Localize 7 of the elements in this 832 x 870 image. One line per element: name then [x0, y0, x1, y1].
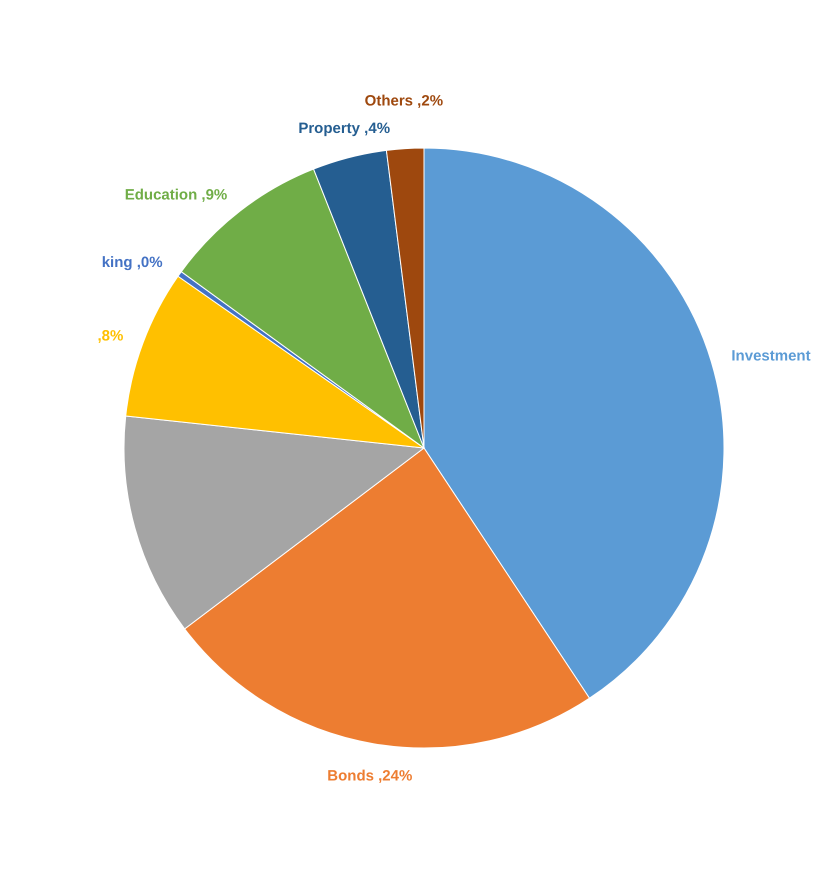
slice-label: king ,0%: [102, 254, 163, 271]
slice-label: Property ,4%: [298, 120, 390, 138]
data-label: ,8%: [98, 327, 124, 344]
slice-label: Others ,2%: [364, 92, 444, 110]
slice-label: Investment: [731, 348, 811, 365]
slice-label: Education ,9%: [124, 186, 228, 204]
slice-label: Bonds ,24%: [327, 767, 412, 784]
